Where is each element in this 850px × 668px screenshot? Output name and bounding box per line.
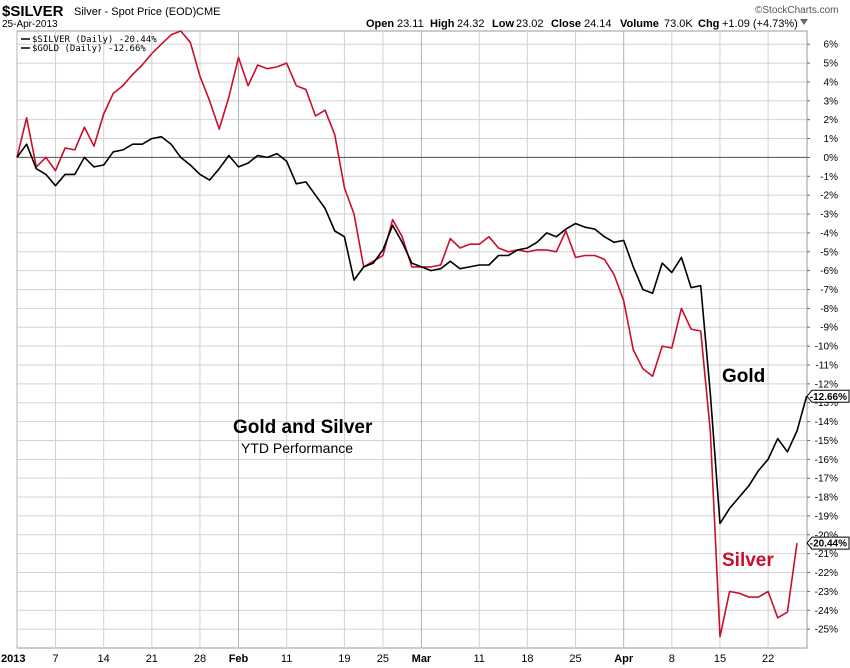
exchange-label: CME: [196, 6, 220, 18]
x-tick-label: 11: [281, 653, 292, 665]
x-tick-label: 25: [377, 653, 389, 665]
chart-menu-icon[interactable]: [800, 19, 808, 25]
y-tick-label: -7%: [820, 285, 838, 296]
x-tick-label: 28: [194, 653, 206, 665]
x-tick-label: 7: [52, 653, 58, 665]
low-value: 23.02: [516, 18, 544, 30]
y-tick-label: -15%: [815, 436, 838, 447]
grid: [16, 31, 807, 648]
x-tick-label: 15: [714, 653, 726, 665]
x-tick-label: 2013: [1, 653, 25, 665]
symbol-title: $SILVER: [2, 3, 64, 20]
y-tick-label: -8%: [820, 304, 838, 315]
y-tick-label: -19%: [815, 511, 838, 522]
open-value: 23.11: [397, 18, 424, 30]
y-tick-label: 0%: [824, 153, 839, 164]
open-label: Open: [366, 18, 394, 30]
y-tick-label: -21%: [815, 549, 838, 560]
low-label: Low: [492, 18, 514, 30]
x-tick-label: 8: [669, 653, 675, 665]
end-value-tag: [806, 389, 850, 403]
end-value-label: -12.66%: [810, 392, 847, 403]
series-line-gold: [16, 135, 808, 525]
y-tick-label: 6%: [824, 40, 839, 51]
x-tick-label: Apr: [614, 653, 634, 665]
high-value: 24.32: [457, 18, 485, 30]
y-tick-label: -16%: [815, 455, 838, 466]
annotation-title: Gold and Silver: [233, 417, 373, 438]
high-label: High: [430, 18, 455, 30]
y-tick-label: 4%: [824, 77, 839, 88]
y-tick-label: -23%: [815, 587, 838, 598]
legend-silver-label: $SILVER (Daily) -20.44%: [32, 35, 157, 45]
y-tick-label: -13%: [815, 398, 838, 409]
y-tick-label: 5%: [824, 59, 839, 70]
y-tick-label: 3%: [824, 96, 839, 107]
y-tick-label: -17%: [815, 474, 838, 485]
y-tick-label: -18%: [815, 493, 838, 504]
volume-value: 73.0K: [664, 18, 693, 30]
chg-label: Chg: [698, 18, 719, 30]
chg-value: +1.09 (+4.73%): [722, 18, 798, 30]
y-axis-ticks: 6% 5% 4% 3% 2% 1% 0% -1% -2% -3% -4% -5% -6% -7% -8% -9…: [807, 40, 838, 636]
close-label: Close: [551, 18, 581, 30]
series-end-labels: -20.44% -12.66%: [806, 389, 850, 550]
x-axis-ticks: 2013 7 14 21 28 Feb 11 19 25 Mar 11 18 25 Apr 8 15 22: [1, 653, 774, 665]
y-tick-label: 2%: [824, 115, 839, 126]
y-tick-label: -11%: [815, 360, 838, 371]
y-tick-label: -4%: [820, 228, 838, 239]
y-tick-label: -2%: [820, 191, 838, 202]
x-tick-label: Mar: [412, 653, 432, 665]
y-tick-label: -25%: [815, 625, 838, 636]
volume-label: Volume: [620, 18, 659, 30]
annotation-gold-label: Gold: [722, 366, 765, 387]
plot-area: [16, 30, 808, 649]
close-value: 24.14: [584, 18, 612, 30]
end-value-tag: [806, 536, 850, 550]
y-tick-label: -24%: [815, 606, 838, 617]
annotation-subtitle: YTD Performance: [241, 440, 353, 456]
y-tick-label: -3%: [820, 210, 838, 221]
watermark: ©StockCharts.com: [755, 5, 839, 16]
y-tick-label: -10%: [815, 342, 838, 353]
symbol-description: Silver - Spot Price (EOD): [74, 6, 196, 18]
end-value-label: -20.44%: [810, 539, 847, 550]
y-tick-label: -9%: [820, 323, 838, 334]
y-tick-label: -22%: [815, 568, 838, 579]
x-tick-label: 11: [474, 653, 485, 665]
y-tick-label: -12%: [815, 379, 838, 390]
quote-bar: Open 23.11 High 24.32 Low 23.02 Close 24…: [366, 18, 798, 30]
x-tick-label: 22: [762, 653, 774, 665]
y-tick-label: -14%: [815, 417, 838, 428]
x-tick-label: 14: [98, 653, 110, 665]
legend-gold-label: $GOLD (Daily) -12.66%: [32, 44, 146, 54]
y-tick-label: 1%: [824, 134, 839, 145]
x-tick-label: 25: [569, 653, 581, 665]
x-tick-label: 19: [338, 653, 350, 665]
annotation-silver-label: Silver: [722, 550, 774, 571]
legend: $SILVER (Daily) -20.44% $GOLD (Daily) -1…: [21, 35, 157, 54]
x-tick-label: 21: [146, 653, 158, 665]
chart-date: 25-Apr-2013: [2, 19, 58, 30]
x-tick-label: 18: [521, 653, 533, 665]
y-tick-label: -6%: [820, 266, 838, 277]
y-tick-label: -20%: [815, 530, 838, 541]
y-tick-label: -1%: [820, 172, 838, 183]
x-tick-label: Feb: [229, 653, 249, 665]
series-lines: [16, 30, 808, 638]
y-tick-label: -5%: [820, 247, 838, 258]
